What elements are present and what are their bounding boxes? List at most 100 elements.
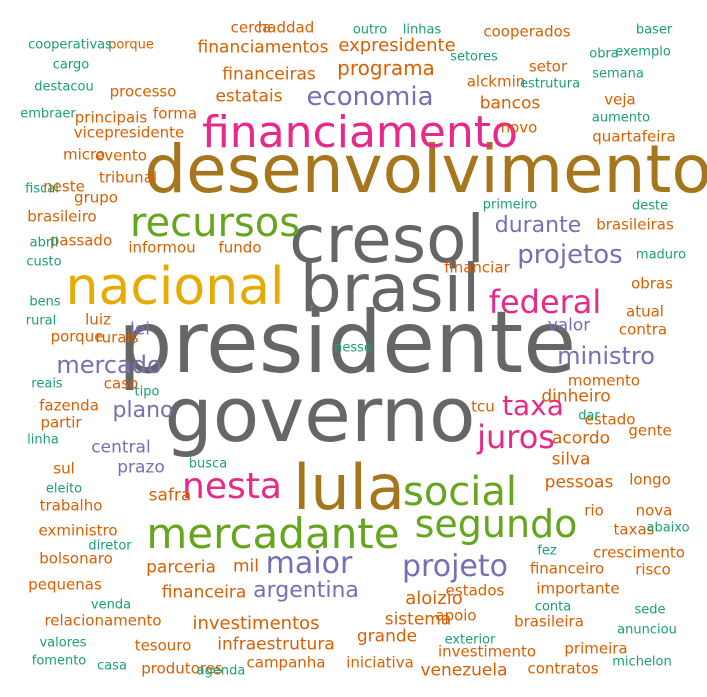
cloud-word: projetos — [517, 240, 623, 270]
cloud-word: michelon — [612, 654, 672, 670]
cloud-word: vicepresidente — [73, 123, 185, 142]
cloud-word: parceria — [146, 557, 216, 578]
cloud-word: rurais — [95, 328, 139, 347]
cloud-word: quartafeira — [592, 127, 676, 146]
cloud-word: conta — [534, 599, 572, 615]
cloud-word: tipo — [134, 384, 160, 400]
cloud-word: lei — [130, 319, 150, 340]
cloud-word: grande — [356, 626, 418, 647]
cloud-word: porque — [108, 37, 154, 53]
cloud-word: bolsonaro — [39, 549, 113, 568]
cloud-word: lula — [293, 451, 405, 524]
cloud-word: rural — [25, 313, 57, 329]
cloud-word: financiamentos — [197, 37, 329, 58]
cloud-word: campanha — [246, 653, 326, 672]
cloud-word: programa — [337, 56, 435, 80]
cloud-word: safra — [148, 485, 192, 506]
cloud-word: plano — [112, 398, 174, 423]
cloud-word: financeira — [161, 582, 247, 603]
cloud-word: pessoas — [544, 472, 614, 493]
cloud-word: valores — [39, 635, 87, 651]
cloud-word: tcu — [471, 397, 495, 416]
cloud-word: atual — [626, 302, 664, 321]
cloud-word: cerca — [230, 18, 272, 37]
cloud-word: agenda — [196, 663, 246, 679]
cloud-word: brasileiro — [27, 207, 97, 226]
cloud-word: micro — [62, 145, 106, 164]
cloud-word: obras — [631, 274, 673, 293]
cloud-word: iniciativa — [346, 653, 414, 672]
cloud-word: fiscal — [25, 181, 59, 197]
cloud-word: risco — [635, 560, 671, 579]
cloud-word: financeiras — [222, 64, 316, 85]
cloud-word: setor — [528, 57, 568, 76]
cloud-word: rio — [584, 501, 604, 520]
cloud-word: relacionamento — [44, 611, 162, 630]
cloud-word: nova — [635, 501, 673, 520]
cloud-word: economia — [306, 82, 434, 112]
cloud-word: federal — [488, 283, 602, 321]
cloud-word: novo — [500, 118, 538, 137]
cloud-word: passado — [49, 231, 113, 250]
cloud-word: cooperados — [483, 22, 571, 41]
cloud-word: brasileira — [514, 612, 584, 631]
cloud-word: trabalho — [39, 496, 103, 515]
cloud-word: porque — [50, 327, 104, 346]
cloud-word: expresidente — [338, 35, 456, 56]
cloud-word: apoio — [435, 606, 477, 625]
cloud-word: acordo — [551, 428, 611, 449]
cloud-word: estados — [445, 581, 505, 600]
cloud-word: forma — [152, 104, 198, 123]
cloud-word: bens — [29, 294, 61, 310]
cloud-word: financiamento — [202, 107, 518, 158]
cloud-word: anunciou — [617, 622, 677, 638]
cloud-word: importante — [536, 579, 620, 598]
cloud-word: nacional — [65, 257, 285, 317]
cloud-word: estatais — [215, 86, 283, 107]
cloud-word: primeira — [564, 639, 628, 658]
cloud-word: produtores — [141, 659, 223, 678]
cloud-word: exterior — [444, 632, 496, 648]
cloud-word: sul — [53, 459, 75, 478]
cloud-word: venezuela — [420, 660, 508, 681]
cloud-word: fundo — [218, 238, 262, 257]
cloud-word: caso — [103, 374, 139, 393]
cloud-word: crescimento — [593, 543, 685, 562]
cloud-word: mercadante — [146, 509, 400, 558]
cloud-word: custo — [26, 254, 62, 270]
cloud-word: estrutura — [519, 76, 581, 92]
cloud-word: brasil — [299, 250, 481, 327]
cloud-word: semana — [592, 66, 644, 82]
cloud-word: abaixo — [646, 520, 690, 536]
cloud-word: taxa — [502, 389, 564, 422]
cloud-word: sede — [634, 602, 666, 618]
cloud-word: haddad — [257, 18, 315, 37]
cloud-word: processo — [109, 82, 177, 101]
cloud-word: maduro — [635, 247, 687, 263]
cloud-word: maior — [265, 546, 353, 581]
cloud-word: nesta — [182, 466, 282, 507]
cloud-word: prazo — [117, 457, 165, 478]
cloud-word: estado — [584, 410, 636, 429]
cloud-word: mil — [232, 556, 260, 577]
cloud-word: setores — [450, 49, 498, 65]
cloud-word: aloizio — [405, 588, 463, 609]
cloud-word: embraer — [20, 106, 76, 122]
cloud-word: contratos — [527, 659, 599, 678]
cloud-word: obra — [589, 46, 619, 62]
cloud-word: deste — [631, 198, 669, 214]
cloud-word: argentina — [253, 578, 359, 603]
cloud-word: eleito — [45, 481, 83, 497]
cloud-word: brasileiras — [596, 215, 674, 234]
cloud-word: cooperativas — [28, 37, 112, 53]
cloud-word: tesouro — [134, 636, 192, 655]
cloud-word: social — [402, 469, 518, 515]
cloud-word: outro — [352, 22, 388, 38]
cloud-word: aumento — [591, 110, 651, 126]
cloud-word: durante — [494, 213, 582, 238]
cloud-word: recursos — [129, 200, 301, 246]
cloud-word: financiar — [444, 258, 510, 277]
cloud-word: busca — [188, 456, 228, 472]
cloud-word: veja — [604, 90, 636, 109]
